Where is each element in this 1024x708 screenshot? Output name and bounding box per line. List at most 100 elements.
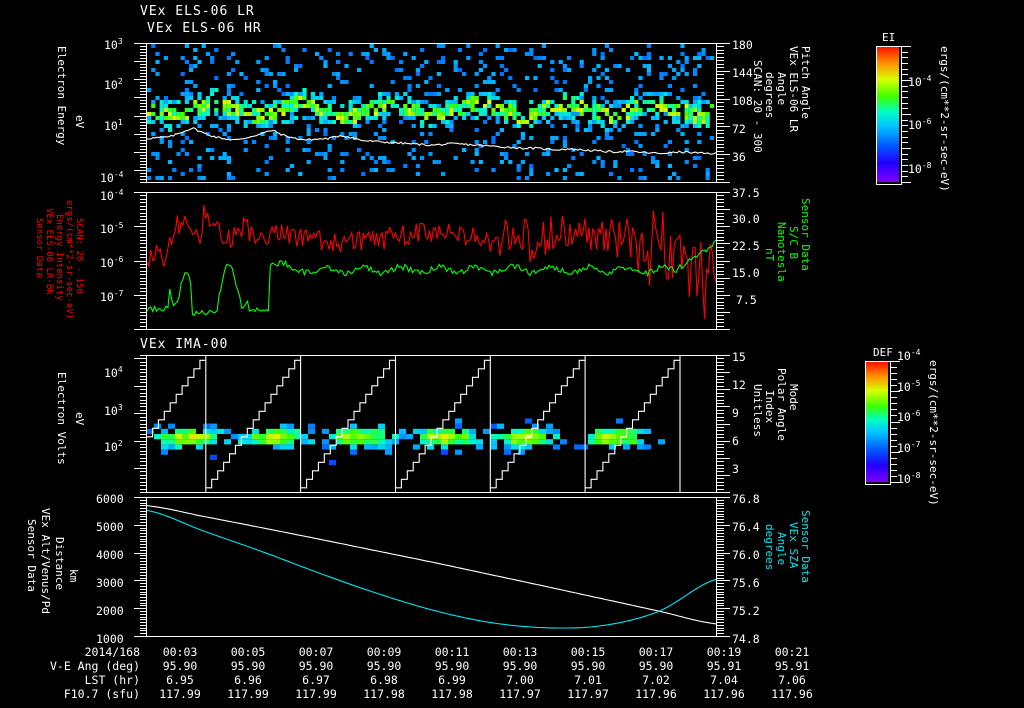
panel3-right-tick-1: 15 xyxy=(732,350,746,364)
cell-time-4: 00:11 xyxy=(434,645,470,659)
panel2-ytick-1e-5: 10-5 xyxy=(100,221,124,236)
cell-f107-2: 117.99 xyxy=(295,687,337,701)
panel1-title-lr: VEx ELS-06 LR xyxy=(140,4,255,19)
table-row-ve-ang: V-E Ang (deg) 95.90 95.90 95.90 95.90 95… xyxy=(12,659,826,673)
panel1-ytick-1e-4: 10-4 xyxy=(100,170,124,185)
panel2-right-tick-4: 15.0 xyxy=(732,266,760,280)
panel3-right-minor-ticks xyxy=(717,355,730,493)
cell-veang-1: 95.90 xyxy=(230,659,266,673)
cell-lst-1: 6.96 xyxy=(234,673,262,687)
panel1-plot-area[interactable] xyxy=(146,43,717,183)
cell-f107-7: 117.96 xyxy=(635,687,677,701)
panel2-left-label-3: Energy Intensity xyxy=(54,214,64,301)
colorbar-el-tick-1: 10-4 xyxy=(908,74,932,89)
cell-f107-9: 117.96 xyxy=(771,687,813,701)
panel1-left-axis-units: eV xyxy=(73,115,86,129)
panel1-right-tick-144: 144 xyxy=(732,66,753,80)
panel3-left-label: Electron Volts xyxy=(55,372,68,465)
panel3-right-label-1: Mode xyxy=(787,384,800,411)
panel4-ytick-6000: 6000 xyxy=(96,492,124,506)
cell-lst-4: 6.99 xyxy=(438,673,466,687)
cell-lst-7: 7.02 xyxy=(642,673,670,687)
panel3-right-label-3: Index xyxy=(763,390,776,424)
table-row-lst: LST (hr) 6.95 6.96 6.97 6.98 6.99 7.00 7… xyxy=(12,673,826,687)
cell-veang-3: 95.90 xyxy=(366,659,402,673)
panel4-ytick-1000: 1000 xyxy=(96,632,124,646)
row-label-date: 2014/168 xyxy=(84,645,140,659)
cell-f107-1: 117.99 xyxy=(227,687,269,701)
panel2-right-tick-3: 22.5 xyxy=(732,239,760,253)
cell-f107-0: 117.99 xyxy=(159,687,201,701)
panel4-right-tick-6: 74.8 xyxy=(732,632,760,646)
panel4-left-label-4: km xyxy=(67,569,80,583)
colorbar-el[interactable] xyxy=(876,46,902,185)
panel2-left-label-4: ergs/(cm**2-sr-sec-eV) xyxy=(64,200,74,320)
panel2-left-label-5: SCAN: 20 - 150 xyxy=(74,218,84,294)
panel2-right-tick-5: 7.5 xyxy=(736,293,757,307)
colorbar-el-tick-2: 10-6 xyxy=(908,117,932,132)
panel1-right-label-4: degrees xyxy=(763,72,776,119)
cell-veang-7: 95.90 xyxy=(638,659,674,673)
cell-lst-0: 6.95 xyxy=(166,673,194,687)
panel4-left-label-2: VEx Alt/Venus/Pd xyxy=(39,508,52,614)
panel2-right-tick-1: 37.5 xyxy=(732,186,760,200)
row-label-lst: LST (hr) xyxy=(84,673,140,687)
panel4-right-minor-ticks xyxy=(717,497,730,637)
panel1-right-label-3: Angle xyxy=(775,72,788,106)
row-label-ve-ang: V-E Ang (deg) xyxy=(49,659,140,673)
axis-value-table: 2014/168 00:03 00:05 00:07 00:09 00:11 0… xyxy=(12,645,826,701)
cell-time-8: 00:19 xyxy=(706,645,742,659)
panel3-ytick-1e3: 103 xyxy=(104,403,123,418)
colorbar-def-tick-1: 10-4 xyxy=(897,348,921,363)
colorbar-def-tick-4: 10-7 xyxy=(897,440,921,455)
cell-lst-8: 7.04 xyxy=(710,673,738,687)
panel3-left-units: eV xyxy=(73,412,86,426)
panel1-right-label-1: Pitch Angle xyxy=(799,46,812,119)
panel4-right-label-1: Sensor Data xyxy=(799,510,812,583)
cell-f107-4: 117.98 xyxy=(431,687,473,701)
panel4-right-tick-2: 76.4 xyxy=(732,520,760,534)
panel1-left-axis-label: Electron Energy xyxy=(55,46,68,146)
panel4-right-tick-1: 76.8 xyxy=(732,492,760,506)
colorbar-def[interactable] xyxy=(865,361,891,485)
panel3-plot-area[interactable] xyxy=(146,355,717,493)
panel1-ytick-1e2: 102 xyxy=(104,77,123,92)
cell-lst-9: 7.06 xyxy=(778,673,806,687)
panel3-ytick-1e4: 104 xyxy=(104,365,123,380)
panel2-ytick-1e-4: 10-4 xyxy=(100,188,124,203)
panel4-plot-area[interactable] xyxy=(146,497,717,637)
panel4-ytick-2000: 2000 xyxy=(96,604,124,618)
row-label-f107: F10.7 (sfu) xyxy=(63,687,140,701)
colorbar-el-units: ergs/(cm**2-sr-sec-eV) xyxy=(938,46,951,192)
panel2-right-label-2: S/C B xyxy=(787,226,800,260)
colorbar-def-tick-5: 10-8 xyxy=(897,471,921,486)
panel2-traces xyxy=(147,204,716,320)
panel1-right-minor-ticks xyxy=(717,43,730,183)
table-row-time: 2014/168 00:03 00:05 00:07 00:09 00:11 0… xyxy=(12,645,826,659)
cell-veang-2: 95.90 xyxy=(298,659,334,673)
panel2-plot-area[interactable] xyxy=(146,192,717,330)
cell-f107-5: 117.97 xyxy=(499,687,541,701)
panel4-ytick-5000: 5000 xyxy=(96,520,124,534)
panel4-left-minor-ticks xyxy=(134,497,147,637)
panel2-right-minor-ticks xyxy=(717,192,730,330)
colorbar-el-ticks xyxy=(901,46,911,183)
panel1-right-tick-108: 108 xyxy=(732,94,753,108)
cell-veang-6: 95.90 xyxy=(570,659,606,673)
panel4-right-tick-4: 75.6 xyxy=(732,576,760,590)
cell-lst-3: 6.98 xyxy=(370,673,398,687)
cell-time-2: 00:07 xyxy=(298,645,334,659)
panel2-right-label-4: nT xyxy=(763,248,776,262)
panel3-right-tick-3: 9 xyxy=(732,406,739,420)
cell-veang-0: 95.90 xyxy=(162,659,198,673)
panel4-ytick-4000: 4000 xyxy=(96,548,124,562)
cell-veang-5: 95.90 xyxy=(502,659,538,673)
panel1-right-label-5: SCAN: 20 - 300 xyxy=(751,60,764,153)
panel3-left-minor-ticks xyxy=(134,355,147,493)
cell-f107-8: 117.96 xyxy=(703,687,745,701)
table-row-f107: F10.7 (sfu) 117.99 117.99 117.99 117.98 … xyxy=(12,687,826,701)
panel4-right-label-2: VEx SZA xyxy=(787,522,800,569)
panel3-right-label-2: Polar Angle xyxy=(775,368,788,441)
panel3-right-tick-4: 6 xyxy=(732,434,739,448)
cell-f107-6: 117.97 xyxy=(567,687,609,701)
